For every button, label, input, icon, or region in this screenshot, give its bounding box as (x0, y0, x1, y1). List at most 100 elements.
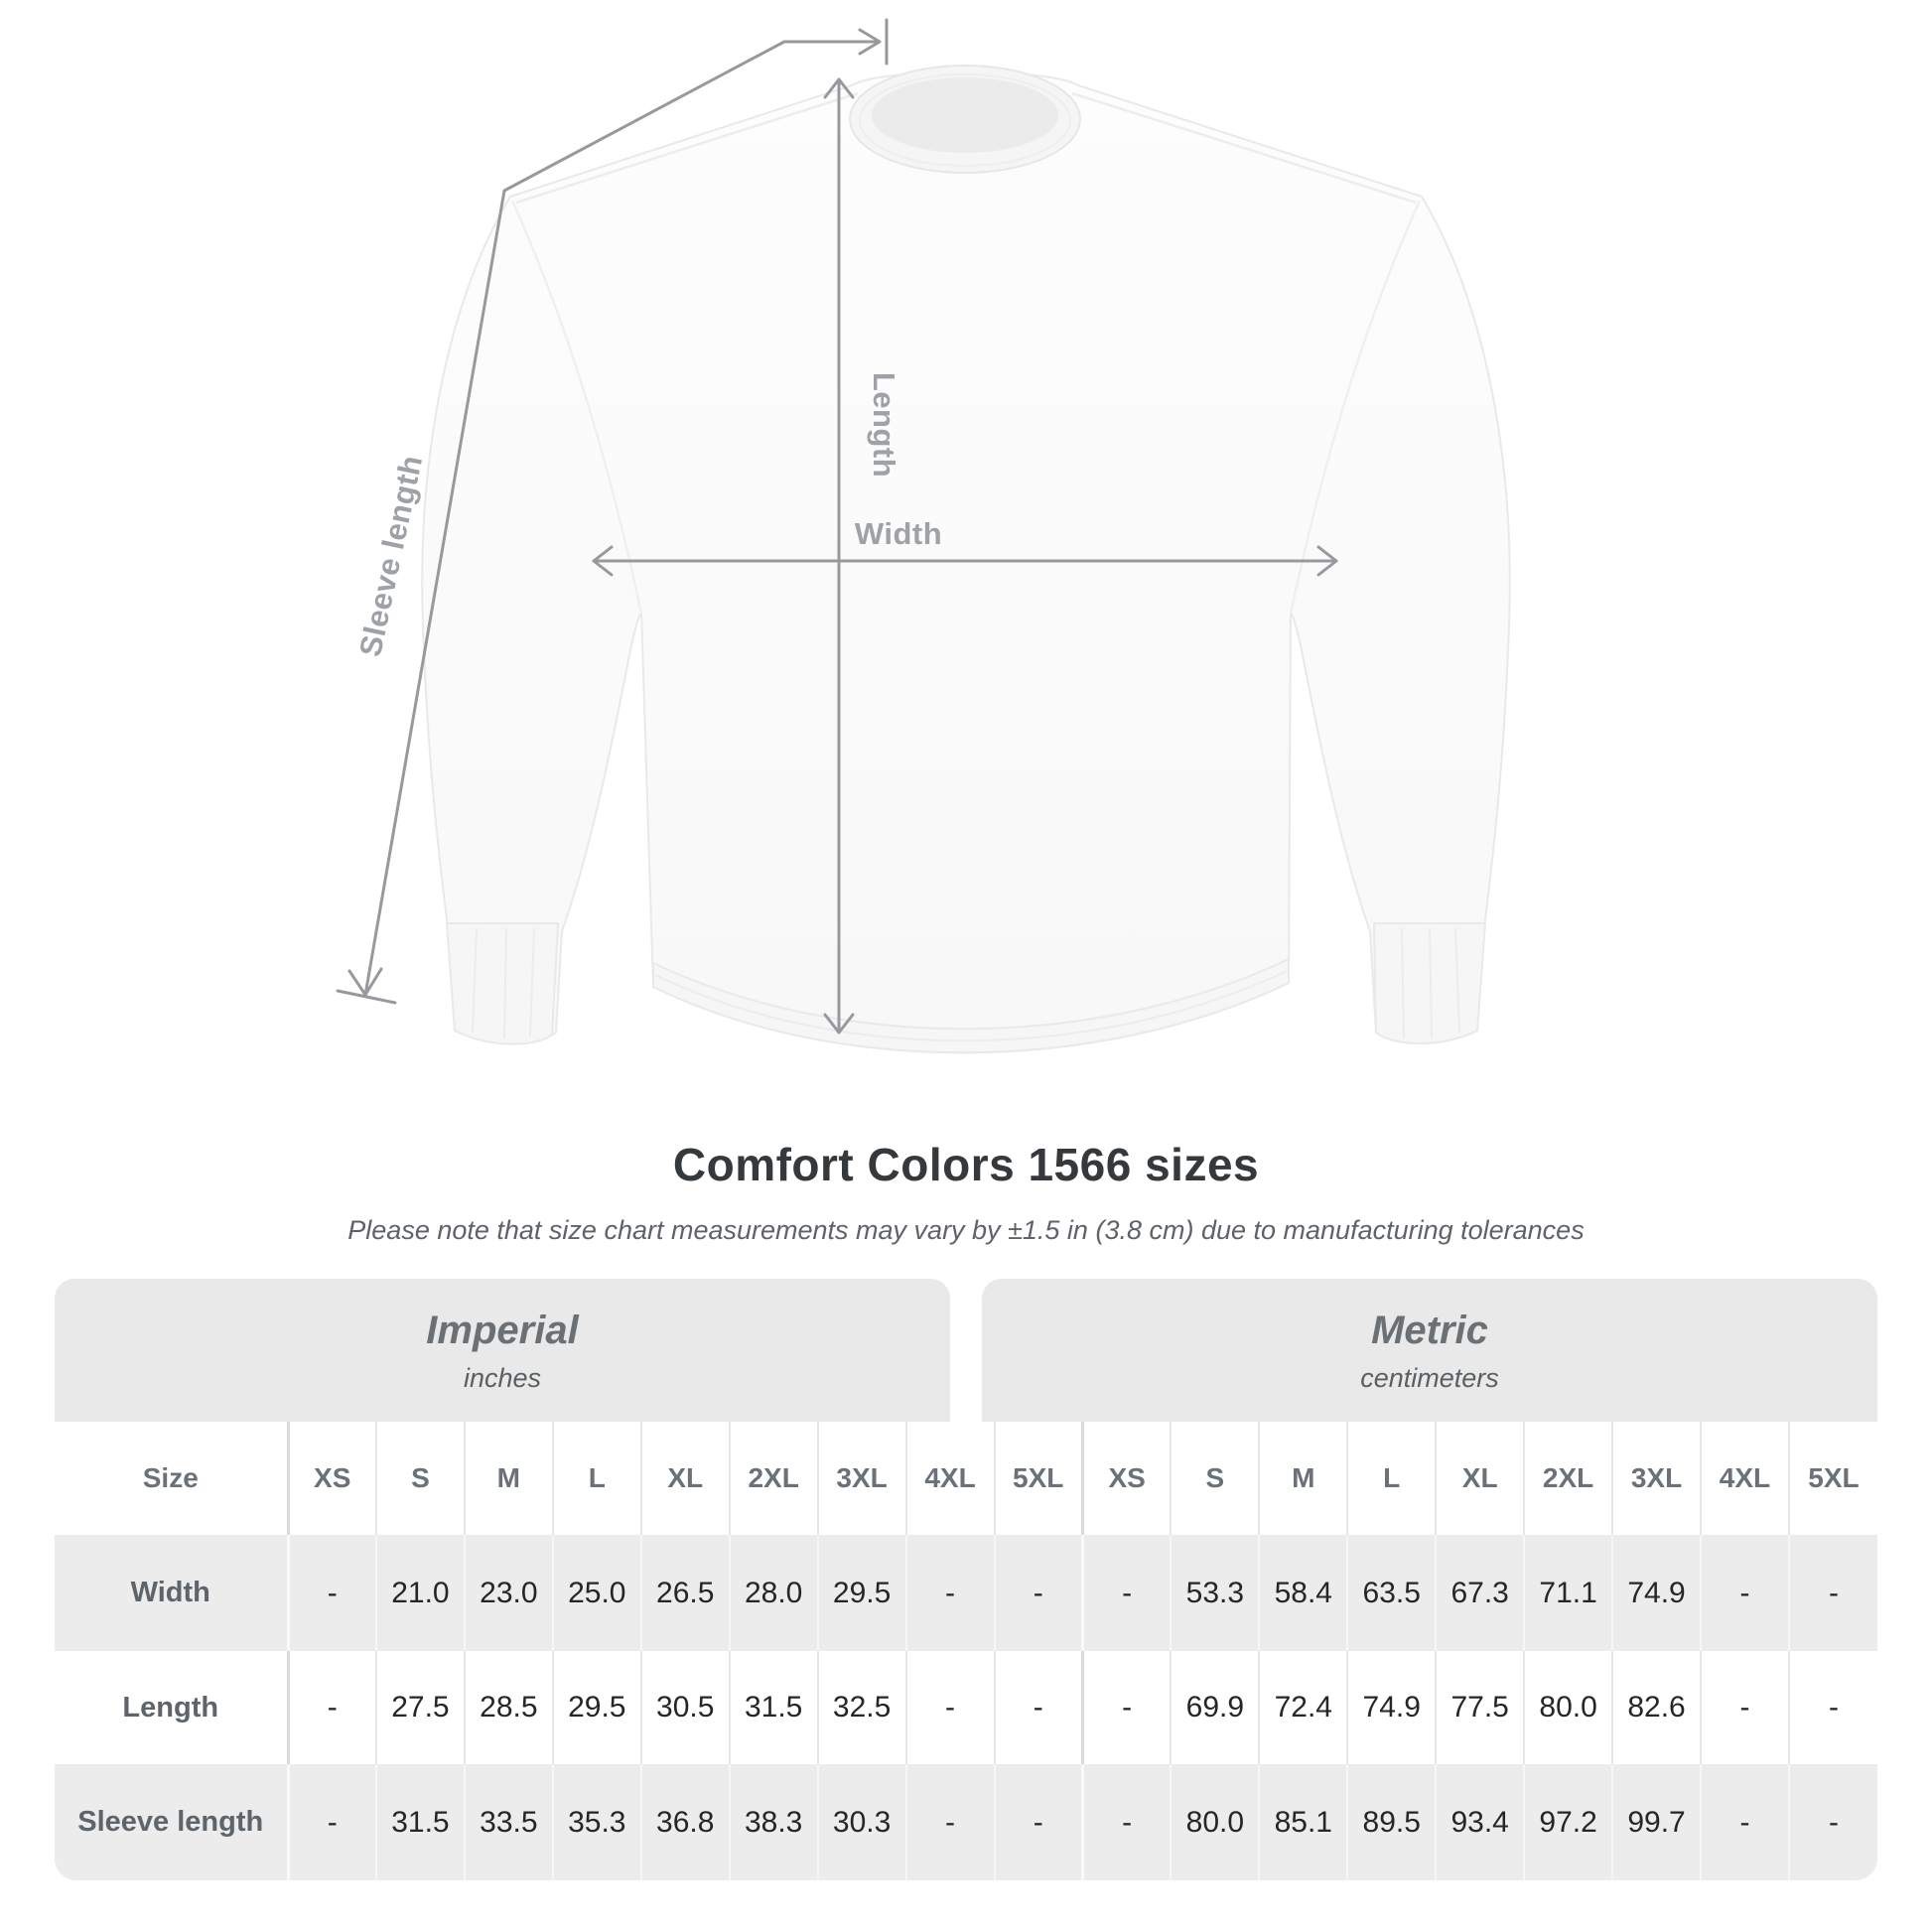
value-cell: - (904, 1535, 995, 1651)
value-cell: 26.5 (639, 1535, 730, 1651)
size-header-cell: XL (1435, 1422, 1525, 1535)
value-cell: - (286, 1535, 376, 1651)
value-cell: - (993, 1764, 1083, 1880)
imperial-unit: inches (463, 1362, 542, 1393)
value-cell: 69.9 (1170, 1651, 1260, 1764)
value-cell: - (286, 1764, 376, 1880)
left-cuff (445, 922, 560, 1045)
size-table-card: Size XS S M L XL 2XL 3XL 4XL 5XL XS S M … (55, 1422, 1877, 1880)
value-cell: - (1080, 1535, 1172, 1651)
metric-title: Metric (1371, 1308, 1488, 1352)
value-cell: 28.0 (728, 1535, 818, 1651)
value-cell: 74.9 (1346, 1651, 1437, 1764)
size-chart: Imperial inches Metric centimeters Size … (55, 1279, 1877, 1880)
value-cell: 82.6 (1611, 1651, 1701, 1764)
unit-group-headers: Imperial inches Metric centimeters (55, 1279, 1877, 1422)
size-table: Size XS S M L XL 2XL 3XL 4XL 5XL XS S M … (55, 1422, 1877, 1880)
value-cell: 29.5 (816, 1535, 906, 1651)
length-label: Length (867, 372, 901, 478)
imperial-title: Imperial (426, 1308, 579, 1352)
value-cell: 21.0 (374, 1535, 465, 1651)
value-cell: 80.0 (1523, 1651, 1613, 1764)
value-cell: - (1700, 1651, 1789, 1764)
left-shoulder-seam (515, 91, 859, 205)
size-header-cell: S (374, 1422, 465, 1535)
value-cell: 74.9 (1611, 1535, 1701, 1651)
value-cell: 71.1 (1523, 1535, 1613, 1651)
width-label: Width (855, 516, 942, 551)
value-cell: 53.3 (1170, 1535, 1260, 1651)
right-cuff (1372, 922, 1487, 1044)
metric-header: Metric centimeters (982, 1279, 1877, 1422)
size-header-cell: 4XL (904, 1422, 995, 1535)
right-shoulder-seam (1071, 91, 1417, 205)
row-label: Sleeve length (77, 1806, 264, 1838)
value-cell: 72.4 (1258, 1651, 1348, 1764)
value-cell: 25.0 (551, 1535, 641, 1651)
value-cell: 31.5 (374, 1764, 465, 1880)
value-cell: 28.5 (463, 1651, 553, 1764)
sweatshirt-diagram: Length Width Sleeve length (336, 18, 1511, 1054)
size-header-cell: 5XL (993, 1422, 1083, 1535)
value-cell: 63.5 (1346, 1535, 1437, 1651)
width-arrow (592, 545, 1338, 577)
value-cell: 93.4 (1435, 1764, 1525, 1880)
size-header-cell: 2XL (1523, 1422, 1613, 1535)
value-cell: 33.5 (463, 1764, 553, 1880)
width-row: Width - 21.0 23.0 25.0 26.5 28.0 29.5 - … (55, 1535, 1877, 1651)
value-cell: - (1787, 1535, 1877, 1651)
sleeve-length-row: Sleeve length - 31.5 33.5 35.3 36.8 38.3… (55, 1764, 1877, 1880)
size-header-cell: S (1170, 1422, 1260, 1535)
value-cell: 80.0 (1170, 1764, 1260, 1880)
size-header-row: Size XS S M L XL 2XL 3XL 4XL 5XL XS S M … (55, 1422, 1877, 1535)
value-cell: - (1080, 1764, 1172, 1880)
size-header-cell: M (463, 1422, 553, 1535)
value-cell: 89.5 (1346, 1764, 1437, 1880)
value-cell: 29.5 (551, 1651, 641, 1764)
collar (849, 65, 1081, 174)
value-cell: 58.4 (1258, 1535, 1348, 1651)
size-col-header: Size (142, 1462, 199, 1493)
tolerance-note: Please note that size chart measurements… (347, 1215, 1585, 1245)
value-cell: - (286, 1651, 376, 1764)
size-header-cell: 2XL (728, 1422, 818, 1535)
value-cell: 85.1 (1258, 1764, 1348, 1880)
row-label: Length (122, 1691, 219, 1724)
sweatshirt-illustration (421, 65, 1511, 1054)
waistband (652, 957, 1290, 1054)
size-header-cell: 5XL (1787, 1422, 1877, 1535)
size-header-cell: 4XL (1700, 1422, 1789, 1535)
value-cell: - (993, 1651, 1083, 1764)
value-cell: - (1700, 1764, 1789, 1880)
value-cell: 27.5 (374, 1651, 465, 1764)
size-header-cell: L (1346, 1422, 1437, 1535)
value-cell: 97.2 (1523, 1764, 1613, 1880)
value-cell: 23.0 (463, 1535, 553, 1651)
sleeve-length-label: Sleeve length (352, 452, 429, 659)
value-cell: 30.3 (816, 1764, 906, 1880)
right-armhole-seam (1289, 200, 1422, 615)
length-arrow (823, 77, 855, 1035)
value-cell: - (1700, 1535, 1789, 1651)
size-header-cell: XS (1080, 1422, 1172, 1535)
value-cell: 38.3 (728, 1764, 818, 1880)
value-cell: - (1080, 1651, 1172, 1764)
metric-unit: centimeters (1360, 1362, 1499, 1393)
value-cell: 67.3 (1435, 1535, 1525, 1651)
size-header-cell: XL (639, 1422, 730, 1535)
value-cell: - (904, 1651, 995, 1764)
value-cell: - (1787, 1651, 1877, 1764)
left-armhole-seam (510, 200, 643, 615)
sleeve-length-arrow (336, 18, 889, 1005)
size-header-cell: 3XL (816, 1422, 906, 1535)
size-header-cell: L (551, 1422, 641, 1535)
value-cell: 36.8 (639, 1764, 730, 1880)
value-cell: 99.7 (1611, 1764, 1701, 1880)
size-header-cell: 3XL (1611, 1422, 1701, 1535)
value-cell: 77.5 (1435, 1651, 1525, 1764)
value-cell: 30.5 (639, 1651, 730, 1764)
value-cell: - (904, 1764, 995, 1880)
value-cell: 31.5 (728, 1651, 818, 1764)
imperial-header: Imperial inches (55, 1279, 950, 1422)
